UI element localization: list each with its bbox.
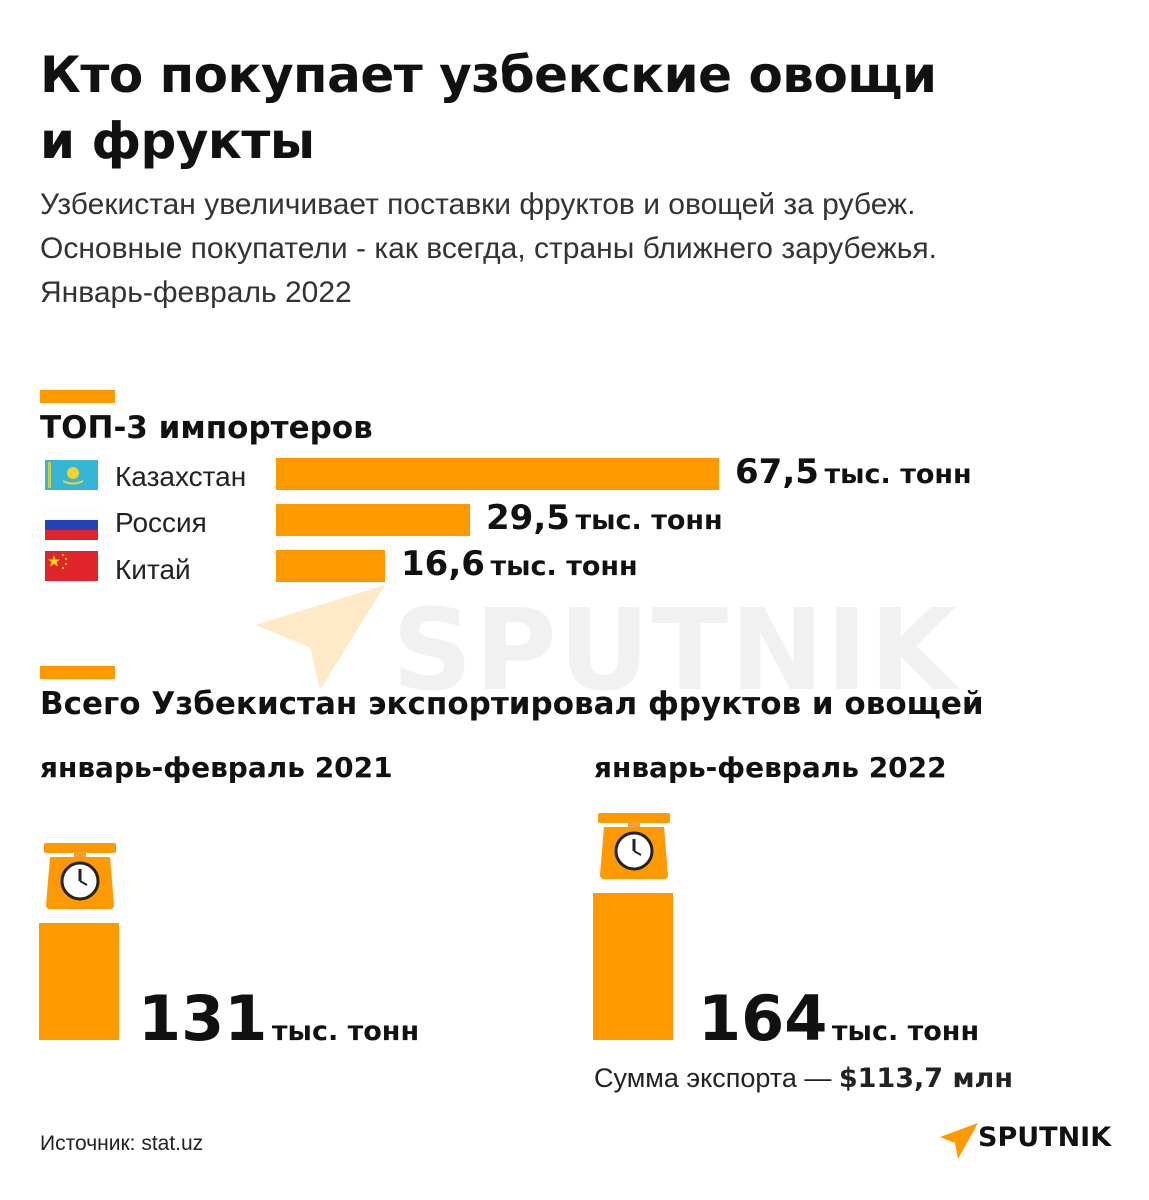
export-sum-label: Сумма экспорта — bbox=[594, 1063, 832, 1093]
bar-value-label: 67,5 тыс. тонн bbox=[735, 452, 972, 492]
total-unit: тыс. тонн bbox=[271, 1016, 420, 1047]
title-line-1: Кто покупает узбекские овощи bbox=[40, 46, 937, 104]
russia-flag-icon bbox=[45, 510, 98, 540]
subtitle-line-2: Основные покупатели - как всегда, страны… bbox=[40, 232, 937, 265]
scale-icon bbox=[598, 813, 670, 879]
page-title: Кто покупает узбекские овощи и фрукты bbox=[40, 42, 1100, 174]
total-number: 164 bbox=[698, 982, 828, 1055]
bar-value: 16,6 bbox=[401, 544, 485, 584]
total-bar-2022 bbox=[593, 893, 673, 1040]
watermark: SPUTNIK bbox=[392, 586, 959, 716]
total-number: 131 bbox=[138, 982, 268, 1055]
total-bar-2021 bbox=[39, 923, 119, 1040]
bar-unit: тыс. тонн bbox=[490, 551, 638, 582]
scale-icon bbox=[44, 843, 116, 909]
period-label-2021: январь-февраль 2021 bbox=[40, 751, 393, 784]
bar-value-label: 16,6 тыс. тонн bbox=[401, 544, 638, 584]
bar-russia bbox=[276, 504, 470, 536]
kazakhstan-flag-icon bbox=[45, 460, 98, 490]
period-label-2022: январь-февраль 2022 bbox=[594, 751, 947, 784]
total-value-2022: 164 тыс. тонн bbox=[698, 988, 979, 1050]
bar-unit: тыс. тонн bbox=[824, 459, 972, 490]
subtitle-line-1: Узбекистан увеличивает поставки фруктов … bbox=[40, 188, 916, 221]
total-value-2021: 131 тыс. тонн bbox=[138, 988, 419, 1050]
section-accent-line bbox=[40, 390, 115, 403]
title-line-2: и фрукты bbox=[40, 112, 315, 170]
total-section-title: Всего Узбекистан экспортировал фруктов и… bbox=[40, 686, 984, 722]
bar-value: 67,5 bbox=[735, 452, 819, 492]
section-accent-line bbox=[40, 666, 115, 679]
bar-china bbox=[276, 550, 385, 582]
source-note: Источник: stat.uz bbox=[40, 1132, 204, 1155]
export-sum: Сумма экспорта — $113,7 млн bbox=[594, 1063, 1013, 1094]
sputnik-watermark-icon bbox=[255, 585, 385, 690]
subtitle-line-3: Январь-февраль 2022 bbox=[40, 276, 352, 309]
bar-value: 29,5 bbox=[486, 498, 570, 538]
country-label: Китай bbox=[115, 554, 191, 585]
importers-section-title: ТОП-3 импортеров bbox=[40, 410, 373, 446]
subtitle: Узбекистан увеличивает поставки фруктов … bbox=[40, 183, 1120, 315]
country-label: Казахстан bbox=[115, 461, 247, 492]
export-sum-value: $113,7 млн bbox=[838, 1063, 1013, 1094]
sputnik-logo-icon bbox=[940, 1123, 978, 1159]
total-unit: тыс. тонн bbox=[831, 1016, 980, 1047]
sputnik-logo: SPUTNIK bbox=[978, 1122, 1112, 1153]
bar-kazakhstan bbox=[276, 458, 719, 490]
china-flag-icon bbox=[45, 551, 98, 581]
country-label: Россия bbox=[115, 507, 207, 538]
bar-value-label: 29,5 тыс. тонн bbox=[486, 498, 723, 538]
bar-unit: тыс. тонн bbox=[575, 505, 723, 536]
